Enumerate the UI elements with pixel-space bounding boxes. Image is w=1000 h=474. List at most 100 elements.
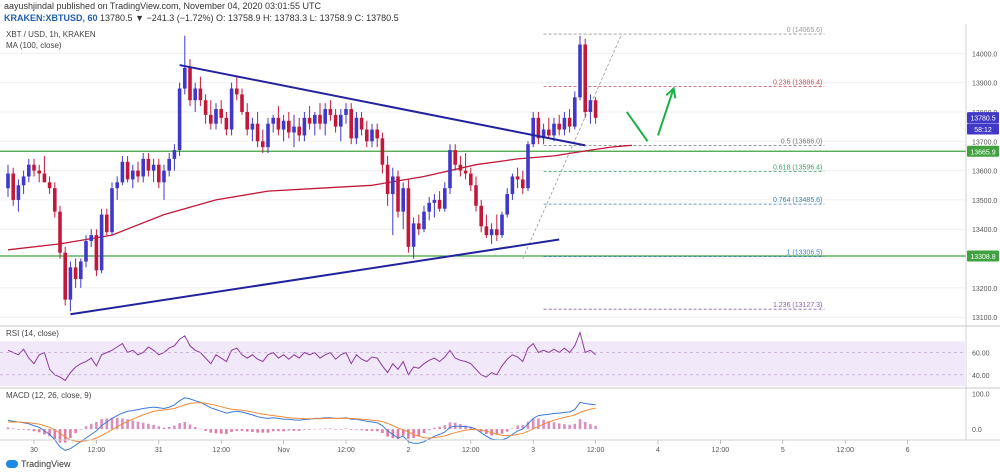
macd-hist-bar [308, 429, 311, 430]
candle-body [266, 123, 270, 148]
price-tick-label: 13500.0 [972, 198, 997, 205]
macd-hist-bar [396, 429, 400, 440]
macd-hist-bar [552, 422, 556, 430]
macd-hist-bar [349, 429, 353, 430]
macd-hist-bar [199, 428, 202, 430]
pane-title-macd: MACD (12, 26, close, 9) [6, 391, 92, 400]
time-tick-label: 31 [155, 447, 163, 454]
signal-line [8, 402, 596, 443]
candle-body [573, 97, 577, 127]
macd-hist-bar [578, 419, 582, 430]
candle-body [391, 176, 395, 195]
macd-hist-bar [204, 429, 207, 431]
support-levels [0, 150, 966, 257]
candle-body [583, 44, 587, 112]
macd-hist-bar [136, 421, 140, 430]
candle-body [162, 170, 166, 183]
time-tick-label: Nov [277, 447, 290, 454]
macd-hist-bar [235, 429, 239, 431]
macd-hist-bar [48, 429, 51, 437]
macd-hist-bar [95, 422, 98, 430]
candle-body [120, 161, 125, 183]
fib-level-label: 0 (14065.6) [787, 27, 823, 34]
macd-hist-bar [167, 426, 171, 430]
candle-body [287, 120, 291, 133]
tradingview-logo[interactable]: TradingView [6, 459, 71, 469]
candle-body [188, 67, 192, 101]
time-tick-label: 6 [906, 447, 910, 454]
time-tick-label: 12:00 [462, 447, 480, 454]
price-tick-label: 13600.0 [972, 169, 997, 176]
macd-hist-bar [464, 425, 467, 430]
pane-title-price: XBT / USD, 1h, KRAKEN [6, 30, 96, 39]
fibonacci-retracement: 0 (14065.6) 0.236 (13886.4) 0.5 (13686.0) 0… [522, 27, 825, 310]
price-badge [967, 250, 999, 262]
macd-hist-bar [547, 421, 551, 430]
candle-body [151, 164, 156, 171]
pane-title-rsi: RSI (14, close) [6, 329, 59, 338]
projection-arrow-line [625, 111, 649, 142]
candle-body [193, 88, 197, 101]
candle-body [453, 150, 457, 165]
price-tick-label: 13700.0 [972, 139, 997, 146]
candle-body [313, 114, 317, 124]
candle-body [255, 123, 260, 142]
macd-hist-bar [526, 421, 530, 430]
macd-hist-bar [17, 429, 20, 430]
time-tick-label: 5 [781, 447, 785, 454]
candle-body [94, 235, 99, 271]
tradingview-logo-text: TradingView [21, 459, 71, 469]
candle-body [354, 117, 359, 139]
candle-body [11, 173, 15, 200]
candle-body [16, 185, 21, 200]
candle-body [157, 164, 161, 183]
trendlines [70, 64, 586, 316]
candle-body [198, 88, 203, 101]
pane-title-ma: MA (100, close) [6, 41, 62, 50]
macd-hist-bar [256, 429, 259, 433]
candle-body [370, 129, 374, 142]
candle-body [276, 117, 281, 130]
macd-hist-bar [240, 429, 244, 431]
macd-hist-bar [537, 418, 540, 430]
candle-body [177, 88, 182, 151]
macd-hist-bar [516, 425, 519, 430]
candle-body [489, 229, 494, 236]
fib-level-label: 0.236 (13886.4) [773, 80, 822, 87]
macd-hist-bar [438, 426, 441, 430]
candle-body [479, 205, 483, 227]
macd-hist-bar [219, 429, 223, 434]
candle-body [131, 170, 135, 180]
macd-hist-bar [573, 423, 577, 430]
candle-body [510, 176, 515, 195]
macd-hist-bar [27, 429, 31, 431]
macd-hist-bar [427, 429, 431, 431]
candle-body [21, 176, 26, 186]
macd-hist-bar [266, 429, 270, 433]
macd-hist-bar [225, 429, 228, 435]
candle-body [500, 214, 504, 236]
projection-arrow-line [657, 88, 675, 136]
macd-hist-bar [183, 422, 187, 430]
macd-hist-bar [495, 429, 499, 435]
price-pane-bg [0, 24, 966, 326]
candle-body [536, 117, 541, 139]
macd-hist-bar [162, 427, 166, 430]
candle-body [380, 138, 385, 165]
candle-body [307, 117, 312, 124]
candle-body [42, 173, 47, 183]
candle-body [385, 164, 390, 195]
macd-hist-bar [251, 429, 254, 432]
macd-hist-bar [557, 423, 561, 430]
macd-hist-bar [84, 426, 88, 430]
candle-body [172, 150, 177, 159]
macd-hist-bar [448, 422, 452, 430]
candle-body [541, 129, 546, 139]
macd-hist-bar [193, 426, 197, 430]
candle-body [115, 182, 119, 189]
publish-line: aayushjindal published on TradingView.co… [4, 1, 322, 11]
candle-body [448, 150, 452, 189]
candle-body [219, 109, 223, 118]
candle-body [146, 158, 151, 171]
candle-body [79, 261, 83, 280]
